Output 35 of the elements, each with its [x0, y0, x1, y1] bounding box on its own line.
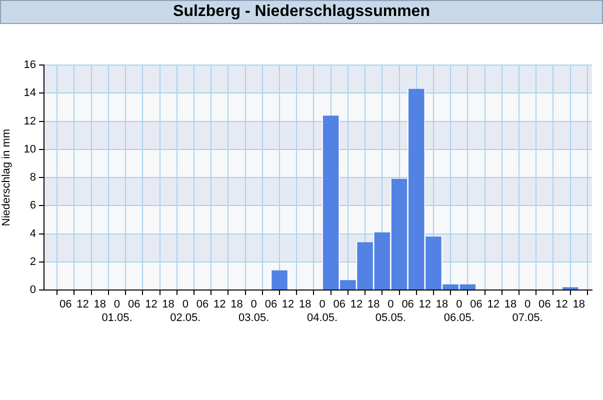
x-tick-label: 12 [145, 298, 158, 311]
y-tick-label: 4 [30, 228, 36, 240]
y-tick-label: 6 [30, 200, 36, 212]
y-tick-label: 2 [30, 256, 36, 268]
x-tick-label: 18 [436, 298, 448, 311]
x-tick-label: 06 [470, 298, 482, 311]
x-tick-label: 06 [264, 298, 278, 311]
x-tick-label: 12 [76, 298, 89, 311]
x-tick-label: 12 [487, 298, 500, 311]
x-tick-label: 12 [214, 298, 226, 311]
x-tick-label: 06 [333, 298, 346, 311]
x-tick-label: 18 [299, 298, 312, 311]
x-tick-label: 06 [196, 298, 209, 311]
x-tick-label: 12 [350, 298, 363, 311]
x-tick-label: 12 [556, 298, 568, 311]
x-tick-label: 12 [282, 298, 294, 311]
chart-title: Sulzberg - Niederschlagssummen [0, 0, 603, 24]
x-tick-label: 06 [60, 298, 72, 311]
x-tick-label: 18 [367, 298, 380, 311]
y-tick-label: 0 [30, 284, 36, 296]
y-tick-label: 14 [24, 87, 36, 100]
x-tick-label: 18 [230, 298, 243, 311]
y-tick-label: 12 [24, 115, 36, 128]
x-tick-label: 18 [572, 298, 586, 311]
y-axis-title: Niederschlag in mm [0, 128, 13, 226]
x-tick-label: 06 [538, 298, 551, 311]
y-tick-label: 16 [24, 59, 36, 72]
x-tick-label: 18 [94, 298, 106, 311]
y-tick-label: 8 [30, 172, 36, 184]
x-tick-label: 18 [162, 298, 174, 311]
x-tick-label: 06 [402, 298, 414, 311]
x-tick-label: 06 [128, 298, 140, 311]
x-tick-label: 12 [418, 298, 432, 311]
x-tick-label: 18 [504, 298, 517, 311]
y-tick-label: 10 [24, 143, 36, 156]
